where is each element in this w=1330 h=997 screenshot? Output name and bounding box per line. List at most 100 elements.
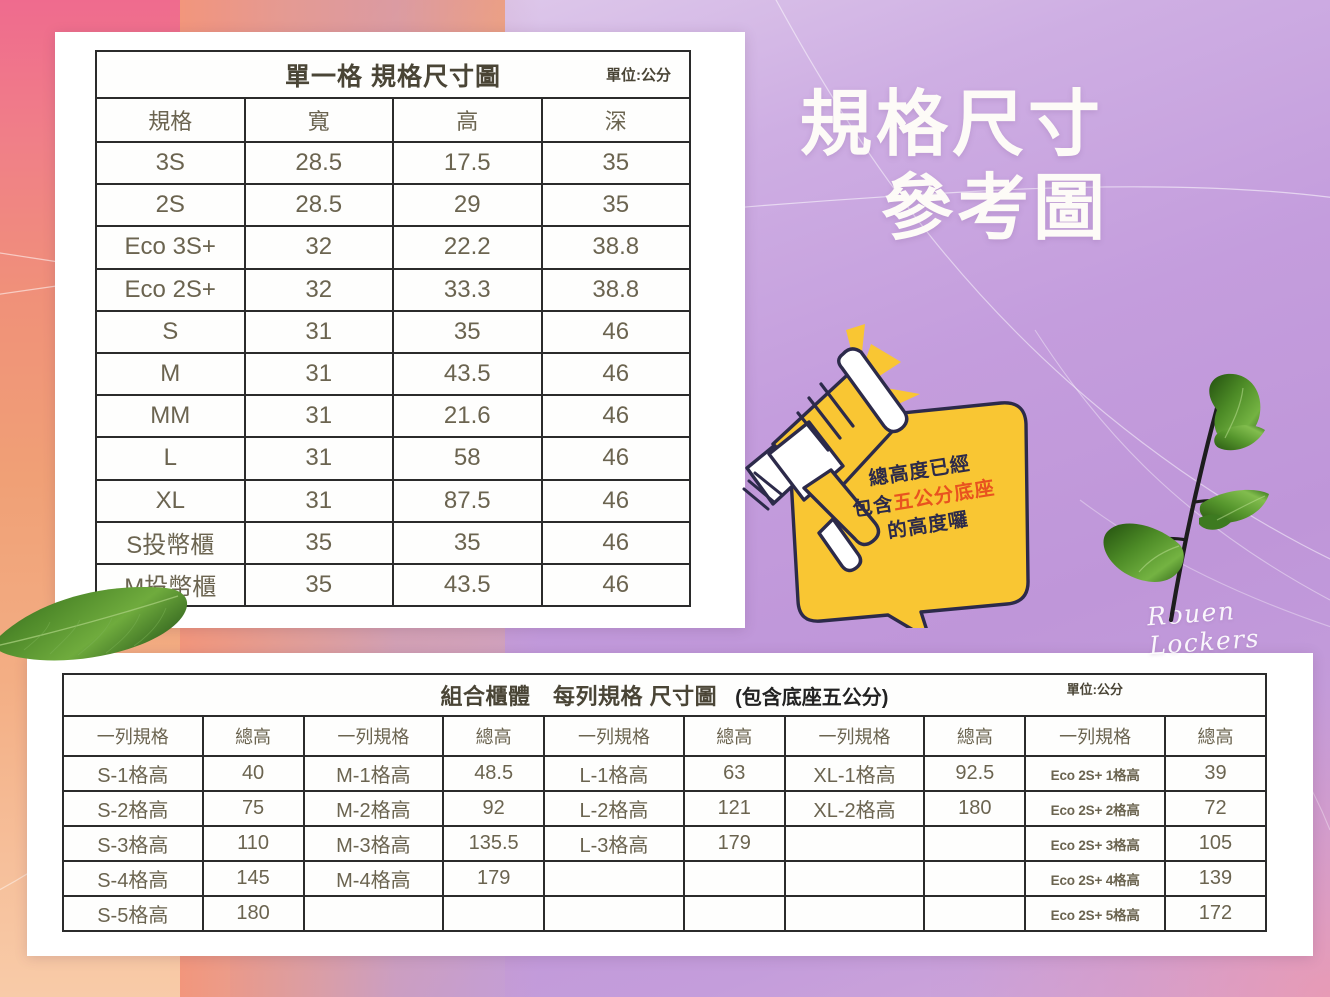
col-header-row-spec-4: 一列規格 xyxy=(783,715,926,757)
col-header-row-spec-3: 一列規格 xyxy=(543,715,685,757)
table-row: S 31 35 46 xyxy=(95,309,691,354)
cell-depth: 38.8 xyxy=(540,225,691,270)
megaphone-icon xyxy=(742,347,909,573)
cell-width: 32 xyxy=(243,225,394,270)
cell-depth: 46 xyxy=(540,478,691,523)
cell-spec-l: L-3格高 xyxy=(543,825,685,862)
cell-spec: 3S xyxy=(95,140,246,186)
cell-height: 43.5 xyxy=(392,351,543,397)
col-header-total-5: 總高 xyxy=(1163,715,1268,757)
cell-spec-l: L-1格高 xyxy=(543,755,685,792)
col-header-total-3: 總高 xyxy=(682,715,786,757)
table-row: Eco 3S+ 32 22.2 38.8 xyxy=(95,225,691,270)
cell-spec: L xyxy=(95,436,246,481)
cell-depth: 46 xyxy=(540,351,691,397)
cell-height: 29 xyxy=(392,183,543,228)
cell-spec-m: M-2格高 xyxy=(302,790,445,827)
cell-total-s: 110 xyxy=(201,825,305,862)
cell-spec-s: S-2格高 xyxy=(62,790,204,827)
cell-width: 31 xyxy=(243,351,394,397)
cell-spec-m xyxy=(302,895,445,932)
col-header-depth: 深 xyxy=(540,97,691,143)
combo-table-title-cell: 組合櫃體 每列規格 尺寸圖 (包含底座五公分) 單位:公分 xyxy=(62,673,1267,717)
cell-total-xl xyxy=(923,860,1027,897)
table-title-row: 單一格 規格尺寸圖 單位:公分 xyxy=(95,50,691,99)
cell-spec-xl xyxy=(783,860,926,897)
table-row: XL 31 87.5 46 xyxy=(95,478,691,523)
cell-width: 32 xyxy=(243,267,394,312)
combo-table-title-note: (包含底座五公分) xyxy=(735,687,889,709)
cell-depth: 35 xyxy=(540,140,691,186)
cell-total-s: 180 xyxy=(201,895,305,932)
cell-height: 35 xyxy=(392,520,543,565)
table-header-row: 一列規格 總高 一列規格 總高 一列規格 總高 一列規格 總高 一列規格 總高 xyxy=(62,715,1268,757)
cell-depth: 46 xyxy=(540,520,691,565)
cell-spec: Eco 3S+ xyxy=(95,225,246,270)
table-row: M 31 43.5 46 xyxy=(95,351,691,397)
cell-spec-l: L-2格高 xyxy=(543,790,685,827)
cell-width: 28.5 xyxy=(243,140,394,186)
cell-spec-eco: Eco 2S+ 5格高 xyxy=(1024,895,1166,932)
combo-table-title: 組合櫃體 每列規格 尺寸圖 xyxy=(440,684,718,709)
col-header-row-spec-5: 一列規格 xyxy=(1024,715,1166,757)
col-header-spec: 規格 xyxy=(95,97,246,143)
cell-total-eco: 105 xyxy=(1163,825,1268,862)
cell-height: 43.5 xyxy=(392,562,543,608)
cell-total-xl: 180 xyxy=(923,790,1027,827)
col-header-height: 高 xyxy=(392,97,543,143)
table-row: 2S 28.5 29 35 xyxy=(95,183,691,228)
cell-total-l: 63 xyxy=(682,755,786,792)
announcement-callout: 總高度已經 包含五公分底座 的高度囉 xyxy=(725,318,1055,642)
cell-spec-m: M-1格高 xyxy=(302,755,445,792)
megaphone-bubble-graphic xyxy=(742,324,1030,642)
cell-width: 35 xyxy=(243,520,394,565)
cell-spec-eco: Eco 2S+ 3格高 xyxy=(1024,825,1166,862)
cell-spec-m: M-4格高 xyxy=(302,860,445,897)
leaf-decoration-left xyxy=(0,587,188,661)
cell-spec: MM xyxy=(95,394,246,439)
cell-total-l xyxy=(682,895,786,932)
table-row: S-5格高 180 Eco 2S+ 5格高 172 xyxy=(62,895,1268,932)
cell-total-s: 40 xyxy=(201,755,305,792)
cell-spec-xl: XL-1格高 xyxy=(783,755,926,792)
col-header-row-spec-1: 一列規格 xyxy=(62,715,204,757)
cell-depth: 46 xyxy=(540,309,691,354)
table-row: MM 31 21.6 46 xyxy=(95,394,691,439)
cell-total-m: 92 xyxy=(442,790,546,827)
cell-spec-s: S-3格高 xyxy=(62,825,204,862)
cell-spec-l xyxy=(543,895,685,932)
single-table-title-cell: 單一格 規格尺寸圖 單位:公分 xyxy=(95,50,691,99)
cell-depth: 38.8 xyxy=(540,267,691,312)
table-row: Eco 2S+ 32 33.3 38.8 xyxy=(95,267,691,312)
cell-spec: M xyxy=(95,351,246,397)
cell-total-eco: 139 xyxy=(1163,860,1268,897)
cell-spec-xl xyxy=(783,895,926,932)
cell-spec-s: S-5格高 xyxy=(62,895,204,932)
cell-depth: 35 xyxy=(540,183,691,228)
col-header-total-2: 總高 xyxy=(442,715,546,757)
cell-total-l: 121 xyxy=(682,790,786,827)
cell-total-s: 75 xyxy=(201,790,305,827)
col-header-row-spec-2: 一列規格 xyxy=(302,715,445,757)
cell-width: 31 xyxy=(243,309,394,354)
cell-total-m xyxy=(442,895,546,932)
cell-total-l xyxy=(682,860,786,897)
cell-width: 31 xyxy=(243,436,394,481)
cell-total-m: 179 xyxy=(442,860,546,897)
cell-width: 35 xyxy=(243,562,394,608)
cell-total-xl: 92.5 xyxy=(923,755,1027,792)
cell-spec: S投幣櫃 xyxy=(95,520,246,565)
cell-height: 35 xyxy=(392,309,543,354)
table-row: S投幣櫃 35 35 46 xyxy=(95,520,691,565)
combo-table-unit: 單位:公分 xyxy=(1066,682,1123,697)
cell-total-eco: 39 xyxy=(1163,755,1268,792)
cell-height: 22.2 xyxy=(392,225,543,270)
cell-spec-eco: Eco 2S+ 1格高 xyxy=(1024,755,1166,792)
cell-height: 58 xyxy=(392,436,543,481)
cell-spec-s: S-4格高 xyxy=(62,860,204,897)
cell-total-xl xyxy=(923,825,1027,862)
cell-total-xl xyxy=(923,895,1027,932)
bubble-line-2-prefix: 包含 xyxy=(851,492,896,521)
cell-depth: 46 xyxy=(540,562,691,608)
cell-spec: S xyxy=(95,309,246,354)
